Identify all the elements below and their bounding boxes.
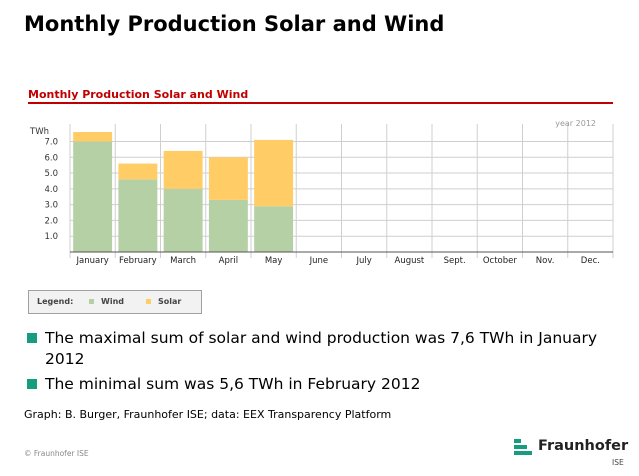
y-tick-label: 3.0: [44, 201, 58, 211]
bar-solar: [208, 157, 248, 200]
x-tick-label: April: [219, 256, 238, 266]
logo-name: Fraunhofer: [538, 438, 629, 454]
fraunhofer-logo-icon: [514, 439, 532, 455]
text-layer: 1.0 2.0 3.0 4.0 5.0 6.0 7.0 January February Marc…: [29, 119, 600, 266]
chart-title: Monthly Production Solar and Wind: [28, 88, 249, 101]
copyright: © Fraunhofer ISE: [24, 449, 89, 458]
source-note: Graph: B. Burger, Fraunhofer ISE; data: …: [24, 408, 392, 421]
year-annotation: year 2012: [555, 119, 596, 128]
legend-label: Legend:: [37, 297, 74, 306]
y-tick-label: 1.0: [44, 232, 58, 242]
bar-solar: [254, 139, 294, 207]
x-tick-label: August: [395, 256, 425, 266]
bar-wind: [73, 141, 113, 252]
bullet-square: [27, 333, 37, 343]
fraunhofer-logo: Fraunhofer ISE: [512, 434, 634, 472]
chart-title-rule: [28, 102, 613, 104]
x-tick-label: May: [265, 256, 283, 266]
x-tick-label: February: [119, 256, 157, 266]
x-tick-label: Nov.: [536, 256, 555, 266]
x-tick-label: January: [76, 256, 109, 266]
legend-swatch-wind: [89, 299, 94, 304]
logo-sub: ISE: [612, 458, 624, 467]
x-tick-label: June: [309, 256, 329, 266]
legend-item-solar: Solar: [158, 297, 182, 306]
bar-layer: [73, 132, 294, 252]
bullet-square: [27, 379, 37, 389]
grid-layer: [69, 124, 614, 258]
bar-solar: [118, 163, 158, 180]
bar-solar: [163, 150, 203, 189]
bar-wind: [208, 199, 248, 252]
bullet-text: The minimal sum was 5,6 TWh in February …: [45, 375, 421, 393]
legend-box: Legend: Wind Solar: [28, 290, 202, 314]
slide-title: Monthly Production Solar and Wind: [24, 12, 445, 36]
bullet-item: The maximal sum of solar and wind produc…: [27, 328, 617, 370]
y-tick-label: 2.0: [44, 216, 58, 226]
y-tick-label: 7.0: [44, 137, 58, 147]
bar-wind: [163, 188, 203, 252]
y-tick-label: 5.0: [44, 169, 58, 179]
legend-item-wind: Wind: [101, 297, 124, 306]
y-tick-label: 6.0: [44, 153, 58, 163]
bar-wind: [118, 179, 158, 252]
x-tick-label: Sept.: [444, 256, 466, 266]
x-tick-label: October: [483, 256, 518, 266]
x-tick-label: Dec.: [581, 256, 600, 266]
legend-swatch-solar: [146, 299, 151, 304]
bullet-item: The minimal sum was 5,6 TWh in February …: [27, 374, 617, 395]
bar-solar: [73, 132, 113, 142]
y-axis-label: TWh: [29, 127, 49, 137]
x-tick-label: March: [170, 256, 196, 266]
x-tick-label: July: [355, 256, 371, 266]
y-tick-label: 4.0: [44, 185, 58, 195]
bullet-text: The maximal sum of solar and wind produc…: [45, 329, 598, 368]
bar-wind: [254, 206, 294, 252]
